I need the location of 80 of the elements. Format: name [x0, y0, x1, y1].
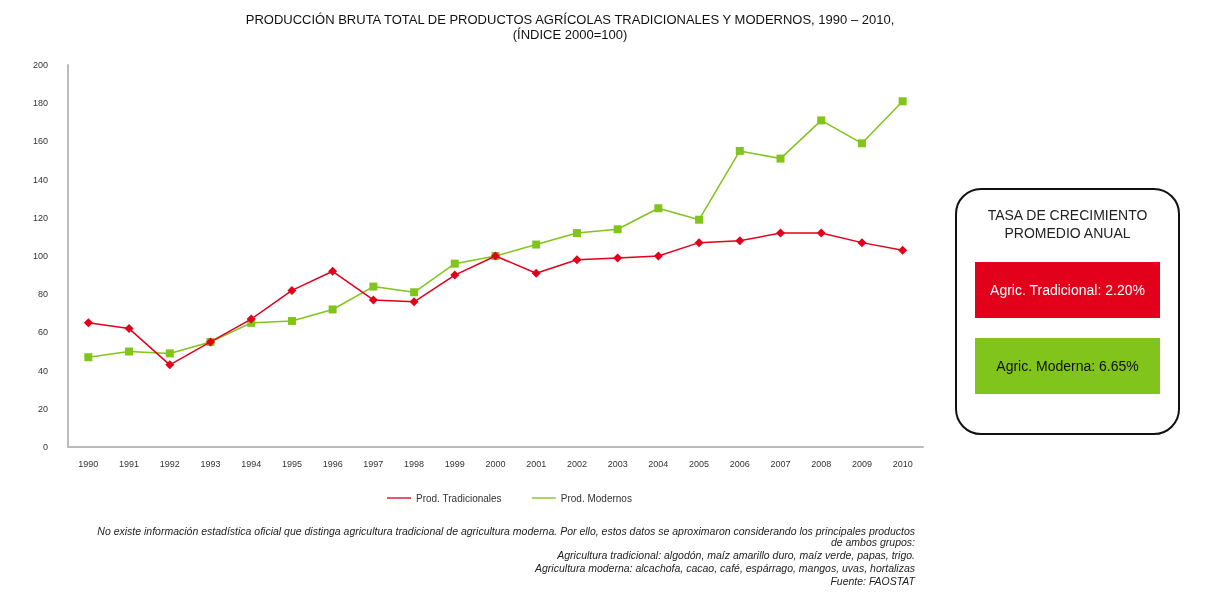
y-tick-label: 80 — [37, 289, 48, 300]
y-tick-label: 200 — [32, 60, 48, 70]
point — [898, 97, 907, 106]
x-tick-label: 2003 — [607, 458, 628, 469]
y-tick-label: 20 — [37, 403, 48, 414]
source-note: Fuente: FAOSTAT — [829, 575, 915, 587]
point — [694, 238, 704, 248]
point — [857, 238, 867, 248]
text: Agric. Tradicional: 2.20% — [975, 262, 1160, 318]
x-tick-label: 2000 — [485, 458, 506, 469]
point — [83, 318, 93, 328]
point — [328, 266, 338, 276]
legend-label: Prod. Tradicionales — [416, 492, 502, 504]
y-tick-label: 140 — [32, 174, 48, 185]
point — [287, 316, 296, 325]
point — [165, 349, 174, 358]
chart-subtitle: (ÍNDICE 2000=100) — [512, 27, 628, 42]
text: TASA DE CRECIMIENTO PROMEDIO ANUAL — [986, 206, 1149, 242]
point — [653, 251, 663, 261]
chart-title: PRODUCCIÓN BRUTA TOTAL DE PRODUCTOS AGRÍCOLAS TRADICIONALES Y MODERNOS, 1990 – 2010, — [245, 12, 895, 27]
point — [287, 285, 297, 295]
point — [84, 353, 93, 362]
point — [165, 360, 175, 370]
point — [450, 259, 459, 268]
point — [368, 295, 378, 305]
x-tick-label: 2005 — [689, 458, 710, 469]
y-tick-label: 120 — [32, 212, 48, 223]
point — [695, 215, 704, 224]
x-tick-label: 1993 — [200, 458, 221, 469]
y-tick-label: 60 — [37, 327, 48, 338]
y-tick-label: 180 — [32, 98, 48, 109]
point — [410, 288, 419, 297]
y-tick-label: 0 — [42, 442, 48, 452]
x-tick-label: 1997 — [363, 458, 384, 469]
x-tick-label: 1995 — [281, 458, 302, 469]
point — [572, 255, 582, 265]
point — [328, 305, 337, 314]
point — [409, 297, 419, 307]
point — [246, 314, 256, 324]
x-tick-label: 2001 — [526, 458, 547, 469]
text: Agricultura tradicional: algodón, maíz amarillo duro, maíz verde, papas, trigo. — [556, 549, 915, 561]
x-tick-label: 1996 — [322, 458, 343, 469]
y-tick-label: 100 — [32, 251, 48, 261]
point — [817, 116, 826, 125]
point — [532, 240, 541, 249]
x-tick-label: 2006 — [729, 458, 750, 469]
point — [735, 236, 745, 246]
point — [654, 204, 663, 213]
text: Agricultura moderna: alcachofa, cacao, café, espárrago, mangos, uvas, hortalizas — [533, 562, 915, 574]
point — [735, 146, 744, 155]
point — [857, 139, 866, 148]
x-tick-label: 1998 — [404, 458, 425, 469]
x-tick-label: 1992 — [159, 458, 180, 469]
x-tick-label: 2004 — [648, 458, 669, 469]
point — [572, 229, 581, 238]
point — [816, 228, 826, 238]
point — [776, 154, 785, 163]
x-tick-label: 2009 — [851, 458, 872, 469]
point — [613, 253, 623, 263]
x-tick-label: 2007 — [770, 458, 791, 469]
legend-label: Prod. Modernos — [560, 492, 632, 504]
x-tick-label: 1991 — [119, 458, 140, 469]
text: No existe información estadística oficial que distinga agricultura tradicional de agricultura moderna. Por ello, estos datos se aproximaron considerando los principales productos de ambos grupos: — [96, 525, 915, 548]
x-tick-label: 1990 — [78, 458, 99, 469]
point — [125, 347, 134, 356]
text: Agric. Moderna: 6.65% — [975, 338, 1160, 394]
x-tick-label: 1994 — [241, 458, 262, 469]
point — [450, 270, 460, 280]
point — [613, 225, 622, 234]
point — [776, 228, 785, 238]
x-tick-label: 2002 — [566, 458, 587, 469]
y-tick-label: 40 — [37, 365, 48, 376]
x-tick-label: 2008 — [811, 458, 832, 469]
x-tick-label: 2010 — [892, 458, 913, 469]
y-tick-label: 160 — [32, 136, 48, 147]
point — [124, 324, 134, 334]
point — [898, 245, 908, 255]
point — [531, 268, 541, 278]
point — [369, 282, 378, 291]
x-tick-label: 1999 — [444, 458, 465, 469]
